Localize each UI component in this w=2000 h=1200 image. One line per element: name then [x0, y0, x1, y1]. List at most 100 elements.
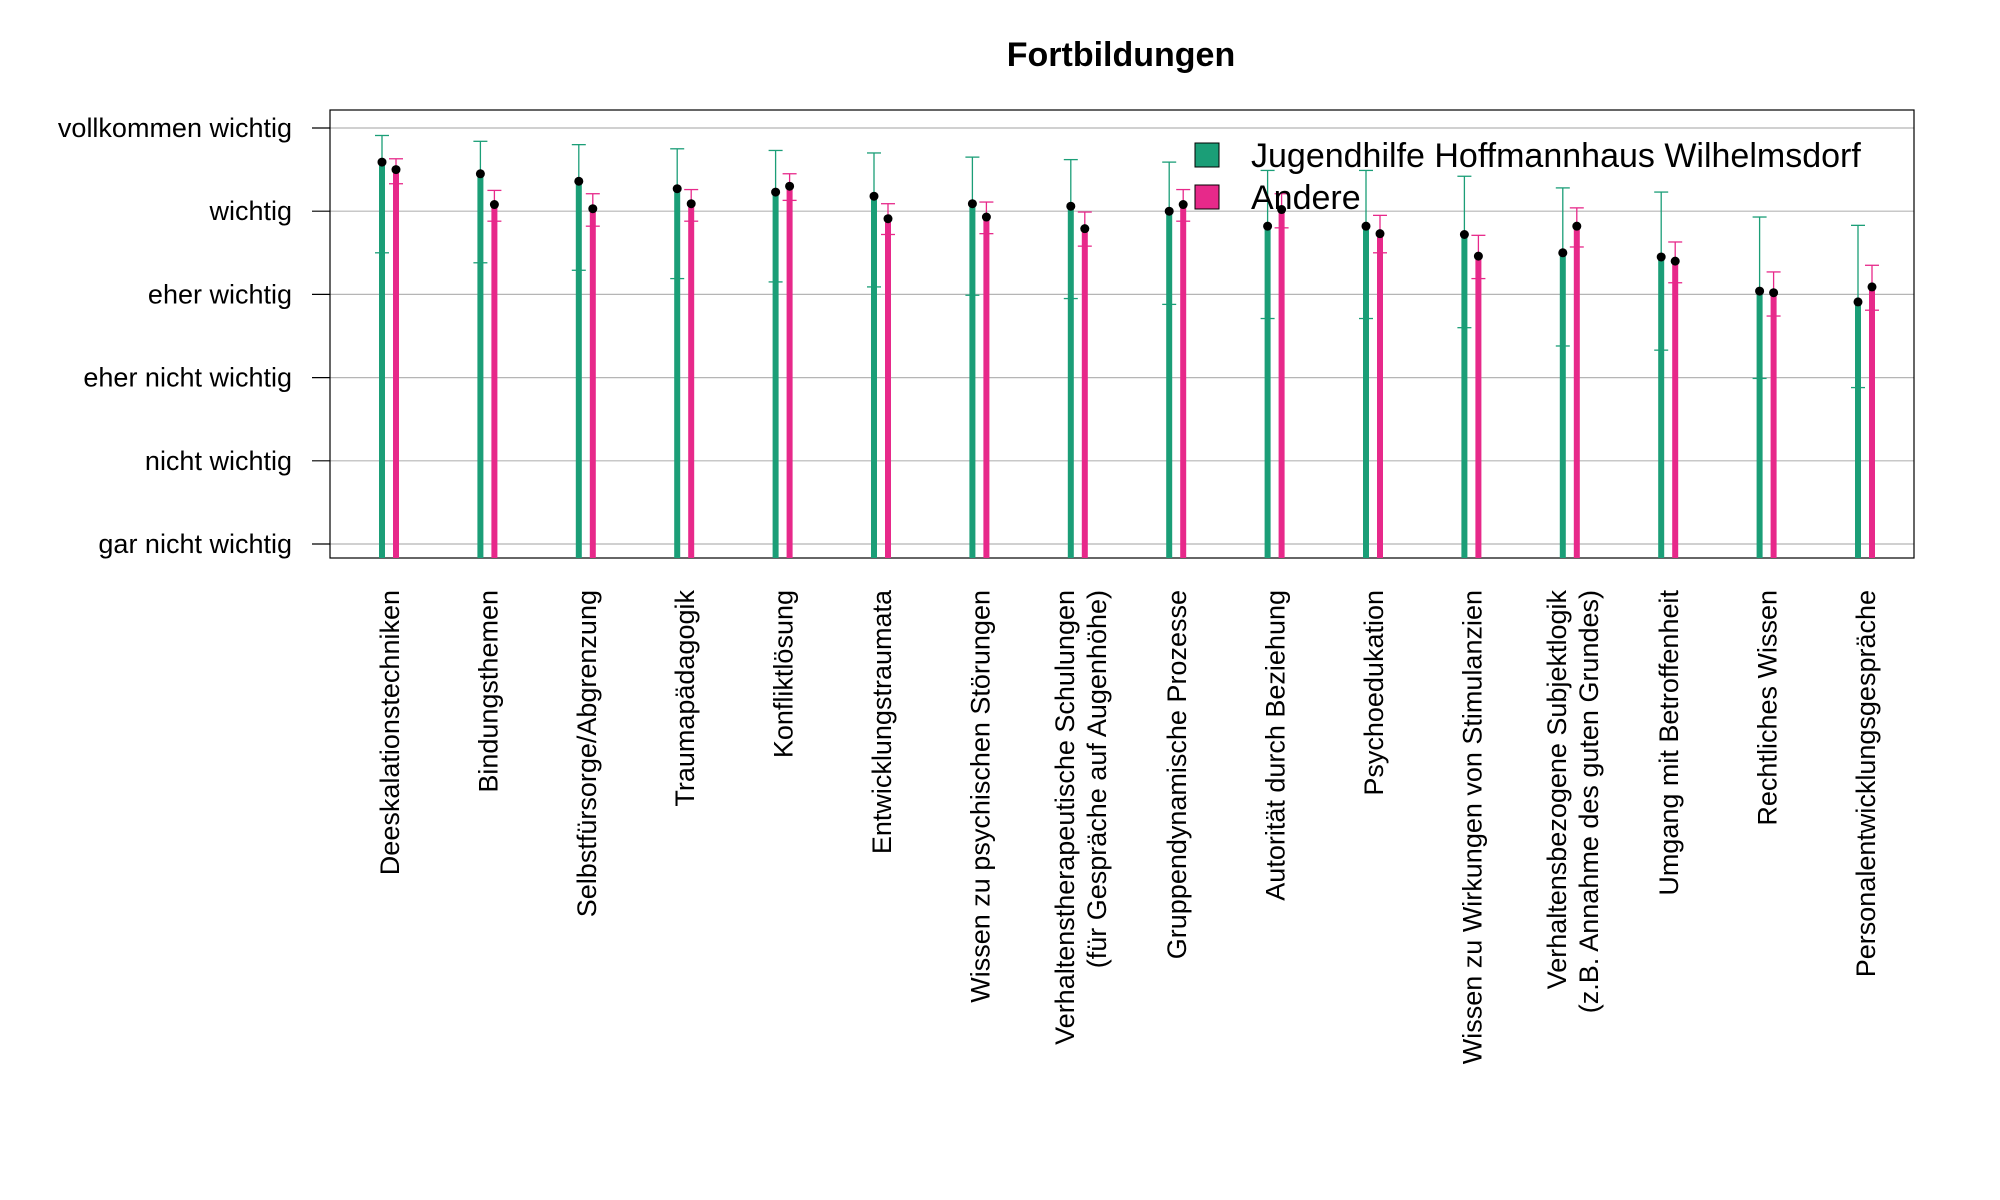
x-tick-label: Verhaltenstherapeutische Schulungen(für …: [1050, 590, 1112, 1045]
x-tick-label-line: Deeskalationstechniken: [375, 590, 405, 875]
bar: [688, 203, 695, 558]
y-tick-label: gar nicht wichtig: [98, 529, 292, 559]
y-axis: gar nicht wichtig nicht wichtig eher nicht…: [58, 113, 330, 559]
plot-frame: [329, 109, 1915, 559]
x-tick-label: Selbstfürsorge/Abgrenzung: [572, 590, 602, 917]
bar: [393, 169, 399, 558]
data-point: [672, 184, 682, 194]
bar: [1658, 256, 1665, 558]
series-0: [375, 134, 1865, 559]
x-tick-label: Umgang mit Betroffenheit: [1654, 590, 1684, 896]
bar: [575, 181, 582, 559]
bar: [1180, 204, 1187, 558]
bar: [1475, 256, 1482, 558]
bar: [1166, 211, 1173, 558]
x-tick-label: Wissen zu psychischen Störungen: [965, 590, 995, 1003]
data-point: [1853, 297, 1863, 307]
bar: [1461, 234, 1468, 558]
bar: [786, 186, 793, 559]
bar: [1067, 206, 1074, 558]
y-tick-label: vollkommen wichtig: [58, 113, 292, 143]
x-tick-label: Rechtliches Wissen: [1753, 590, 1783, 826]
data-point: [1066, 201, 1076, 211]
x-tick-label: Psychoedukation: [1359, 590, 1389, 796]
data-point: [1670, 256, 1680, 266]
bar: [491, 204, 498, 558]
x-tick-label: Konfliktlösung: [769, 590, 799, 758]
data-point: [391, 165, 401, 175]
y-tick-label: wichtig: [208, 196, 292, 226]
x-tick-label-line: Umgang mit Betroffenheit: [1654, 590, 1684, 896]
data-point: [1375, 229, 1385, 239]
data-point: [475, 169, 485, 179]
bar: [379, 162, 385, 558]
data-point: [1277, 205, 1287, 215]
bar: [1559, 252, 1566, 559]
bars: [375, 134, 1879, 559]
x-tick-label: Bindungsthemen: [473, 590, 503, 793]
x-tick-label-line: (für Gespräche auf Augenhöhe): [1082, 590, 1112, 968]
bar: [772, 192, 779, 558]
x-tick-label: Wissen zu Wirkungen von Stimulanzien: [1457, 590, 1487, 1064]
bar: [1573, 226, 1580, 558]
bar: [1264, 226, 1271, 558]
bar: [969, 203, 976, 558]
bar: [1377, 233, 1383, 558]
x-tick-label-line: Autorität durch Beziehung: [1261, 590, 1291, 901]
data-point: [1572, 221, 1582, 231]
bar: [477, 173, 484, 558]
data-point: [869, 191, 879, 201]
data-point: [785, 181, 795, 191]
bar: [674, 188, 681, 558]
x-tick-label-line: (z.B. Annahme des guten Grundes): [1574, 590, 1604, 1013]
x-tick-label-line: Gruppendynamische Prozesse: [1162, 590, 1192, 959]
data-point: [1263, 221, 1273, 231]
x-axis-labels: Deeskalationstechniken Bindungsthemen Selb…: [375, 589, 1881, 1064]
bar: [1278, 209, 1285, 558]
data-point: [1755, 286, 1765, 296]
bar: [1855, 301, 1861, 558]
legend-label: Andere: [1251, 179, 1361, 217]
x-tick-label: Verhaltensbezogene Subjektlogik(z.B. Ann…: [1542, 590, 1604, 1014]
x-tick-label-line: Selbstfürsorge/Abgrenzung: [572, 590, 602, 917]
x-tick-label: Deeskalationstechniken: [375, 590, 405, 875]
x-tick-label-line: Wissen zu psychischen Störungen: [965, 590, 995, 1003]
data-point: [1473, 251, 1483, 261]
legend-label: Jugendhilfe Hoffmannhaus Wilhelmsdorf: [1251, 137, 1861, 175]
bar: [871, 196, 877, 558]
data-point: [377, 157, 387, 167]
data-point: [686, 199, 696, 209]
x-tick-label: Autorität durch Beziehung: [1261, 590, 1291, 901]
chart-title: Fortbildungen: [1007, 36, 1236, 74]
x-tick-label-line: Personalentwicklungsgespräche: [1851, 590, 1881, 977]
x-tick-label-line: Entwicklungstraumata: [867, 589, 897, 854]
data-point: [1178, 200, 1188, 210]
bar: [885, 218, 891, 559]
bar: [1756, 291, 1763, 558]
data-point: [883, 214, 893, 224]
x-tick-label-line: Wissen zu Wirkungen von Stimulanzien: [1457, 590, 1487, 1064]
data-point: [1656, 252, 1666, 262]
data-point: [771, 187, 781, 197]
bar: [1869, 286, 1875, 558]
data-point: [1769, 288, 1779, 298]
bar: [589, 208, 596, 559]
bar: [1770, 292, 1777, 558]
x-tick-label-line: Psychoedukation: [1359, 590, 1389, 796]
x-tick-label-line: Rechtliches Wissen: [1753, 590, 1783, 826]
data-point: [1558, 248, 1568, 258]
data-point: [588, 204, 598, 214]
bar: [1363, 226, 1369, 558]
data-point: [967, 199, 977, 209]
series-1: [389, 158, 1879, 559]
bar: [1672, 261, 1679, 558]
data-point: [1164, 206, 1174, 216]
bar: [983, 217, 990, 559]
data-point: [1459, 229, 1469, 239]
data-point: [1361, 221, 1371, 231]
x-tick-label: Traumapädagogik: [670, 590, 700, 807]
y-tick-label: eher wichtig: [148, 279, 292, 309]
data-point: [489, 200, 499, 210]
x-tick-label-line: Traumapädagogik: [670, 590, 700, 807]
